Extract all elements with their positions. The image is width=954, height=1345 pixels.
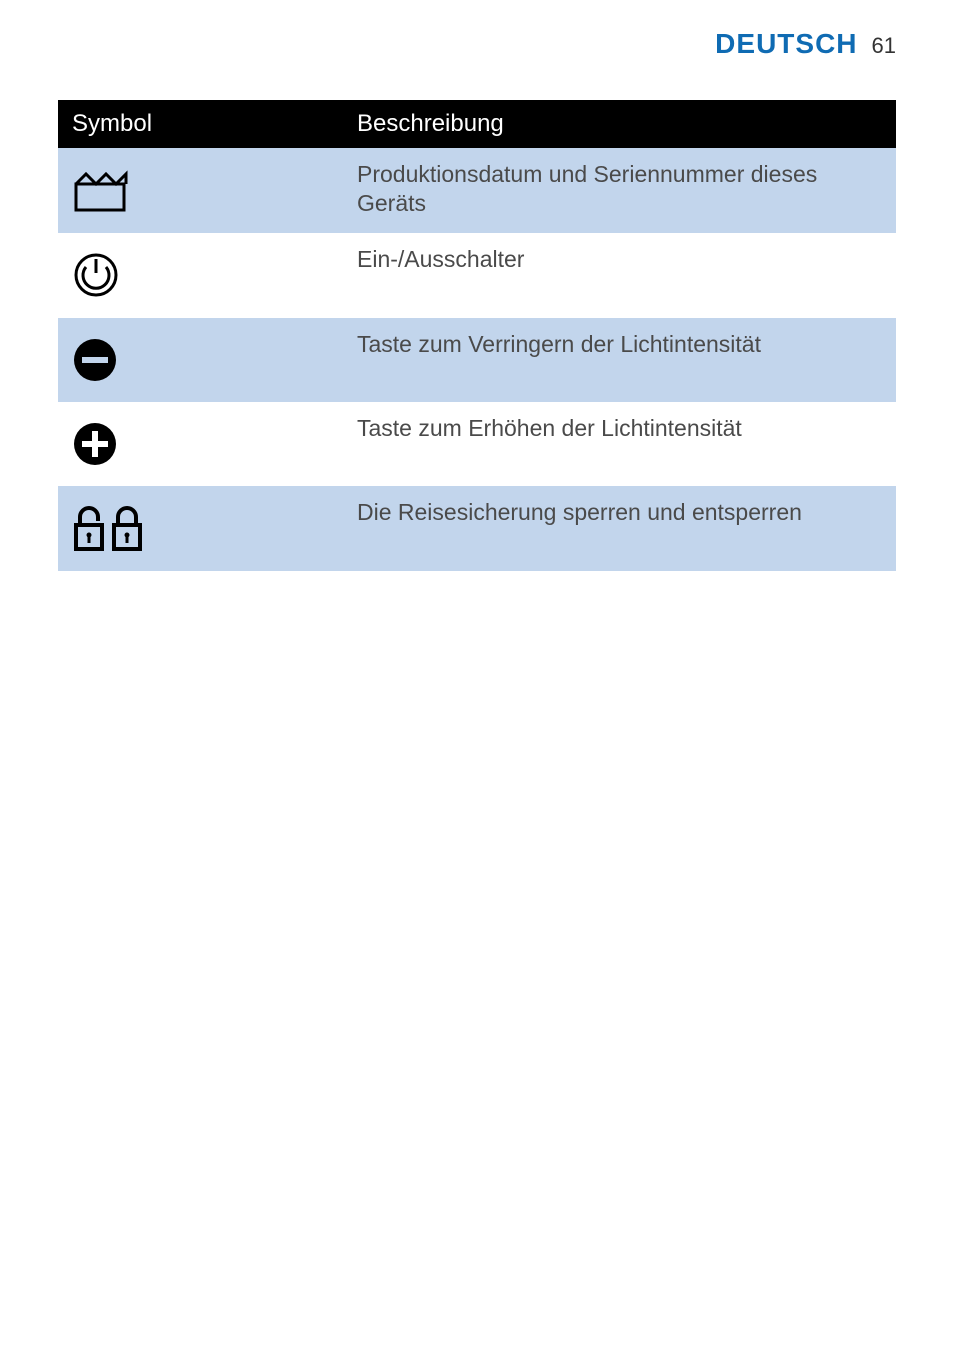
table-header-symbol: Symbol xyxy=(58,100,343,148)
symbol-cell xyxy=(58,402,343,486)
page-number: 61 xyxy=(872,33,896,59)
language-label: DEUTSCH xyxy=(715,28,857,60)
table-header-row: Symbol Beschreibung xyxy=(58,100,896,148)
symbol-cell xyxy=(58,318,343,402)
description-cell: Produktionsdatum und Seriennummer dieses… xyxy=(343,148,896,233)
lock-unlock-icon xyxy=(72,498,152,558)
table-row: Produktionsdatum und Seriennummer dieses… xyxy=(58,148,896,233)
table-row: Die Reisesicherung sperren und entsperre… xyxy=(58,486,896,572)
symbols-table-container: Symbol Beschreibung Produktionsdatum und… xyxy=(58,100,896,571)
page-header: DEUTSCH 61 xyxy=(715,28,896,60)
table-header-description: Beschreibung xyxy=(343,100,896,148)
symbols-table: Symbol Beschreibung Produktionsdatum und… xyxy=(58,100,896,571)
factory-icon xyxy=(72,160,130,220)
description-cell: Taste zum Erhöhen der Lichtintensität xyxy=(343,402,896,486)
description-cell: Ein-/Ausschalter xyxy=(343,233,896,318)
plus-icon xyxy=(72,414,118,474)
symbol-cell xyxy=(58,233,343,318)
description-cell: Taste zum Verringern der Lichtintensität xyxy=(343,318,896,402)
minus-icon xyxy=(72,330,118,390)
symbol-cell xyxy=(58,148,343,233)
description-cell: Die Reisesicherung sperren und entsperre… xyxy=(343,486,896,572)
power-icon xyxy=(72,245,120,305)
table-row: Taste zum Erhöhen der Lichtintensität xyxy=(58,402,896,486)
table-row: Taste zum Verringern der Lichtintensität xyxy=(58,318,896,402)
symbol-cell xyxy=(58,486,343,572)
table-row: Ein-/Ausschalter xyxy=(58,233,896,318)
